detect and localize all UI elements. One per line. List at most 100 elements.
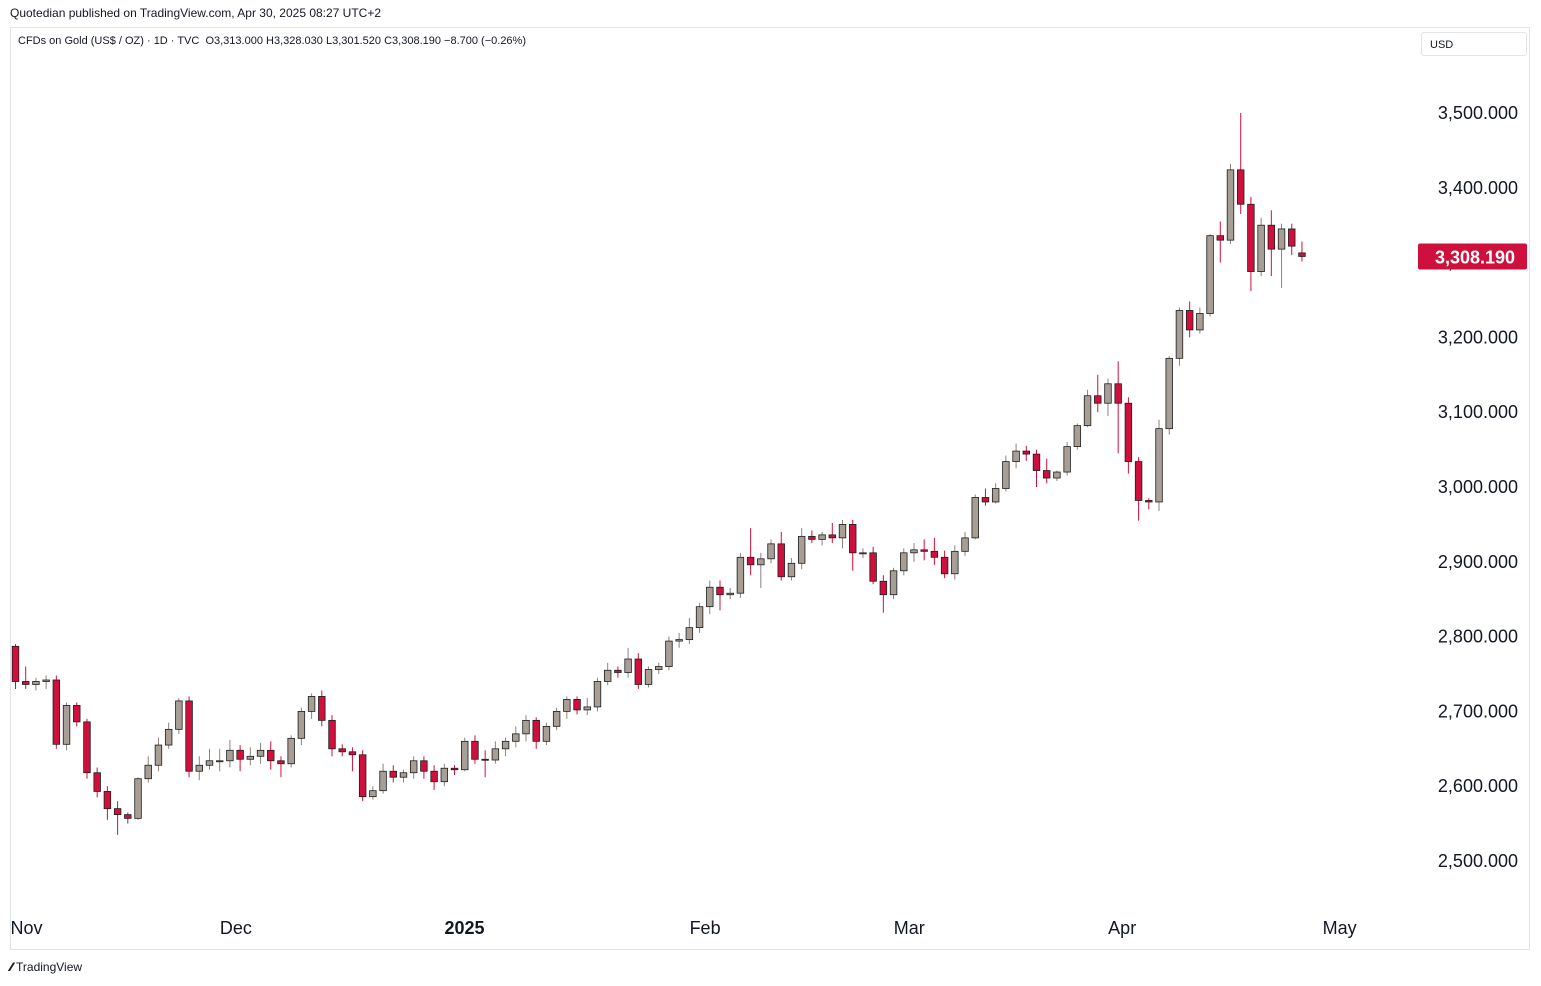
candle-body xyxy=(593,681,602,708)
candle xyxy=(624,647,632,678)
candle xyxy=(379,763,387,794)
candle xyxy=(461,737,469,772)
last-price-badge xyxy=(1418,243,1527,270)
candle xyxy=(144,756,152,783)
legend-low: L3,301.520 xyxy=(325,35,382,47)
candle xyxy=(818,531,826,546)
price-tick-label: 3,100.000 xyxy=(1438,402,1518,422)
candle-body xyxy=(11,645,20,682)
candle xyxy=(634,653,643,689)
price-axis: 2,500.000 2,600.000 2,700.000 2,800.000 2,90… xyxy=(1438,103,1518,871)
candle xyxy=(838,519,847,549)
candle-body xyxy=(267,749,275,762)
candle xyxy=(971,494,979,540)
time-axis: Nov Dec 2025 Feb Mar Apr May xyxy=(11,918,1357,938)
candle xyxy=(849,519,857,571)
candle xyxy=(532,717,540,749)
candle-body xyxy=(838,524,847,539)
candle-body xyxy=(83,721,91,774)
candle xyxy=(369,786,377,800)
candle-body xyxy=(1114,383,1122,404)
candle xyxy=(951,545,959,580)
price-tick-label: 2,700.000 xyxy=(1438,701,1518,721)
candle-body xyxy=(1155,428,1163,503)
candle-body xyxy=(726,592,734,596)
candle-body xyxy=(215,760,224,763)
candle xyxy=(103,786,112,820)
candle-body xyxy=(961,537,969,552)
candle-body xyxy=(175,700,183,730)
candle-body xyxy=(1257,224,1265,272)
candle xyxy=(1196,307,1204,334)
candle xyxy=(420,756,428,779)
candle-body xyxy=(501,740,510,750)
candle xyxy=(318,690,326,727)
candle-body xyxy=(1288,228,1296,247)
candle-body xyxy=(471,740,479,760)
candle xyxy=(471,735,479,764)
candle-body xyxy=(522,719,530,735)
candle-body xyxy=(236,749,244,760)
candle xyxy=(1022,445,1030,461)
candle-body xyxy=(1053,471,1061,479)
candle xyxy=(481,750,489,778)
candle-body xyxy=(746,556,755,566)
candle-body xyxy=(154,744,163,766)
candle xyxy=(11,644,20,689)
candle-body xyxy=(849,524,857,554)
candle xyxy=(215,748,224,772)
candle-body xyxy=(1206,235,1214,314)
candle xyxy=(1063,442,1071,476)
candle-body xyxy=(634,658,643,685)
candle xyxy=(154,737,163,772)
candle-body xyxy=(1298,252,1306,257)
candle-body xyxy=(369,790,377,798)
candle-body xyxy=(655,666,663,670)
candle-body xyxy=(144,764,152,780)
candle xyxy=(1175,307,1184,366)
candles xyxy=(11,113,1306,835)
candle-body xyxy=(1063,446,1071,473)
candle-body xyxy=(1043,470,1051,479)
candle-body xyxy=(777,543,785,578)
candle-body xyxy=(900,552,908,572)
candle-body xyxy=(685,627,694,640)
candle xyxy=(583,697,591,716)
candle-body xyxy=(491,748,500,761)
published-line: Quotedian published on TradingView.com, … xyxy=(10,6,382,20)
candle-body xyxy=(981,497,990,503)
candle xyxy=(1083,389,1092,428)
candle-body xyxy=(818,534,826,540)
candle xyxy=(1237,113,1245,214)
footer-brand-label: TradingView xyxy=(16,960,83,974)
candle xyxy=(1073,423,1082,450)
candle-body xyxy=(277,760,285,765)
candle xyxy=(787,558,796,581)
candle-body xyxy=(603,669,612,682)
time-tick-label: Apr xyxy=(1108,918,1136,938)
candle-body xyxy=(1185,310,1194,331)
candle-body xyxy=(889,570,898,596)
candle-body xyxy=(583,706,591,711)
candle xyxy=(1094,374,1102,413)
candle-body xyxy=(297,711,306,739)
candle-body xyxy=(1083,395,1092,427)
price-tick-label: 2,900.000 xyxy=(1438,552,1518,572)
legend-close: C3,308.190 xyxy=(384,35,441,47)
candle xyxy=(1134,457,1143,521)
price-tick-label: 3,200.000 xyxy=(1438,327,1518,347)
candle xyxy=(287,735,295,768)
candle xyxy=(338,744,346,757)
currency-selector[interactable]: USD xyxy=(1421,32,1527,56)
candle xyxy=(42,675,50,689)
candle xyxy=(1124,397,1133,474)
candle-body xyxy=(1196,313,1204,331)
candle-body xyxy=(389,770,397,778)
candle xyxy=(83,718,91,779)
legend-high: H3,328.030 xyxy=(266,35,323,47)
candle-body xyxy=(971,497,979,539)
candle-body xyxy=(665,640,673,667)
candle-body xyxy=(614,669,622,673)
candle xyxy=(920,539,928,561)
